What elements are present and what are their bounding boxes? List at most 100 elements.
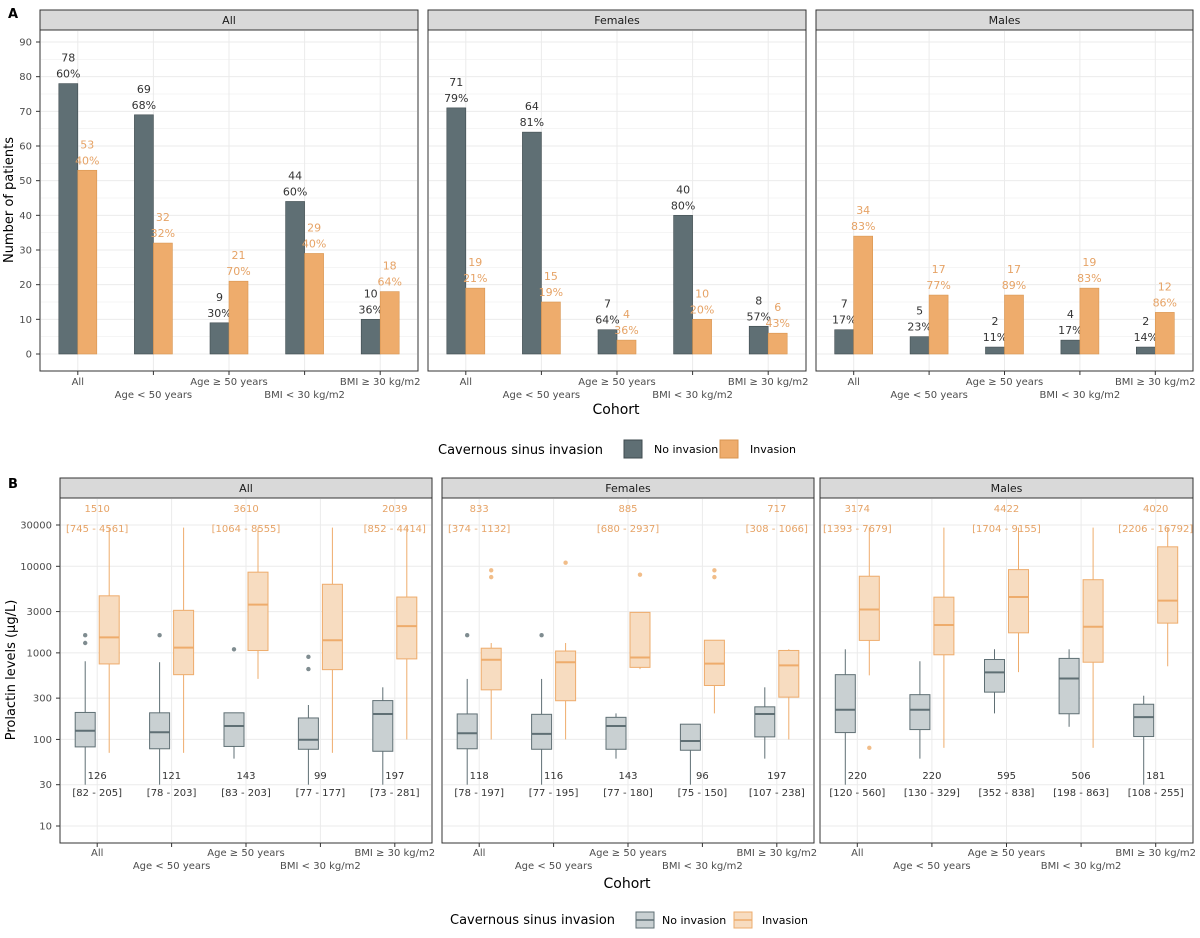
bar-percent-label: 19% (539, 286, 563, 299)
bar-no-invasion (446, 107, 467, 355)
bar-percent-label: 81% (520, 116, 544, 129)
x-tick-label-b: Age ≥ 50 years (589, 848, 667, 859)
iqr-label-invasion: [745 - 4561] (66, 524, 128, 535)
x-tick-label-a: BMI < 30 kg/m2 (264, 390, 345, 401)
outlier-invasion (637, 572, 643, 577)
box-invasion (247, 571, 269, 652)
bar-no-invasion (522, 131, 542, 355)
x-tick-label-a: Age ≥ 50 years (966, 377, 1044, 388)
box-no_invasion (984, 659, 1005, 693)
iqr-label-no-invasion: [77 - 195] (529, 788, 579, 799)
iqr-label-no-invasion: [83 - 203] (221, 788, 271, 799)
x-tick-label-a: Age < 50 years (890, 390, 968, 401)
bar-no-invasion (1136, 346, 1156, 355)
iqr-label-no-invasion: [108 - 255] (1128, 788, 1184, 799)
bar-percent-label: 86% (1153, 296, 1177, 309)
bar-no-invasion (673, 215, 693, 355)
y-tick-label-a: 60 (19, 142, 32, 153)
median-label-invasion: 4020 (1143, 504, 1168, 515)
bar-invasion (379, 291, 400, 355)
bar-invasion (853, 235, 874, 355)
iqr-label-invasion: [2206 - 16792] (1118, 524, 1193, 535)
box-no_invasion (456, 713, 478, 750)
y-tick-label-b: 30 (39, 780, 52, 791)
x-tick-label-a: All (460, 377, 472, 388)
bar-invasion (228, 280, 249, 355)
bar-invasion (77, 169, 98, 355)
bar-no-invasion (209, 322, 230, 355)
bar-count-label: 19 (1082, 256, 1096, 269)
median-label-invasion: 2039 (382, 504, 407, 515)
x-tick-label-b: BMI ≥ 30 kg/m2 (736, 848, 817, 859)
iqr-label-no-invasion: [75 - 150] (678, 788, 728, 799)
box-invasion (1008, 569, 1029, 634)
x-tick-label-a: BMI ≥ 30 kg/m2 (728, 377, 809, 388)
iqr-label-invasion: [1704 - 9155] (972, 524, 1041, 535)
median-label-no-invasion: 181 (1146, 771, 1165, 782)
bar-count-label: 5 (916, 305, 923, 318)
x-tick-label-b: BMI ≥ 30 kg/m2 (1115, 848, 1196, 859)
x-tick-label-a: BMI < 30 kg/m2 (652, 390, 733, 401)
box-invasion (555, 650, 577, 702)
outlier-no_invasion (306, 654, 311, 660)
bar-percent-label: 64% (595, 314, 619, 327)
box-invasion (321, 583, 343, 671)
y-tick-label-a: 50 (19, 176, 32, 187)
median-label-no-invasion: 220 (922, 771, 941, 782)
iqr-label-invasion: [1393 - 7679] (823, 524, 892, 535)
bar-invasion (153, 242, 173, 355)
median-label-no-invasion: 99 (314, 771, 327, 782)
bar-count-label: 53 (80, 138, 94, 151)
bar-percent-label: 36% (358, 303, 382, 316)
panel-b-letter: B (8, 477, 18, 492)
bar-percent-label: 70% (226, 265, 250, 278)
y-tick-label-b: 300 (33, 694, 52, 705)
bar-count-label: 10 (364, 287, 378, 300)
box-no_invasion (74, 711, 96, 748)
y-tick-label-a: 80 (19, 72, 32, 83)
median-label-no-invasion: 506 (1072, 771, 1091, 782)
bar-no-invasion (909, 336, 930, 355)
outlier-no_invasion (306, 666, 311, 672)
x-tick-label-b: BMI < 30 kg/m2 (280, 861, 361, 872)
median-label-invasion: 833 (470, 504, 489, 515)
bar-percent-label: 20% (690, 303, 714, 316)
bar-percent-label: 60% (283, 185, 307, 198)
median-label-invasion: 717 (767, 504, 786, 515)
box-no_invasion (909, 694, 931, 731)
box-invasion (1082, 579, 1104, 663)
bar-invasion (767, 332, 788, 355)
x-tick-label-a: Age < 50 years (503, 390, 581, 401)
median-label-no-invasion: 121 (162, 771, 181, 782)
outlier-invasion (489, 574, 494, 580)
y-tick-label-a: 70 (19, 107, 32, 118)
bar-no-invasion (360, 319, 381, 355)
y-tick-label-b: 10 (39, 822, 52, 833)
legend-title-a: Cavernous sinus invasion (438, 443, 603, 458)
median-label-no-invasion: 197 (385, 771, 404, 782)
x-tick-label-a: BMI ≥ 30 kg/m2 (1115, 377, 1196, 388)
facet-label-a: All (222, 14, 236, 27)
bar-percent-label: 21% (463, 272, 487, 285)
median-label-invasion: 4422 (994, 504, 1019, 515)
bar-invasion (1155, 312, 1175, 355)
median-label-invasion: 3174 (845, 504, 870, 515)
bar-count-label: 4 (623, 308, 630, 321)
x-tick-label-b: Age ≥ 50 years (207, 848, 285, 859)
x-tick-label-a: All (847, 377, 859, 388)
bar-percent-label: 80% (671, 199, 695, 212)
box-no_invasion (297, 717, 319, 750)
box-no_invasion (531, 713, 553, 750)
bar-no-invasion (58, 83, 79, 355)
bar-count-label: 9 (216, 291, 223, 304)
bar-no-invasion (834, 329, 855, 355)
x-axis-title-a: Cohort (592, 402, 640, 418)
x-tick-label-a: BMI ≥ 30 kg/m2 (340, 377, 421, 388)
box-no_invasion (679, 723, 701, 751)
outlier-invasion (712, 574, 717, 580)
bar-invasion (465, 287, 486, 355)
legend-label-b: No invasion (662, 914, 726, 927)
facet-label-b: Females (605, 482, 651, 495)
bar-percent-label: 83% (851, 220, 875, 233)
median-label-invasion: 1510 (84, 504, 109, 515)
